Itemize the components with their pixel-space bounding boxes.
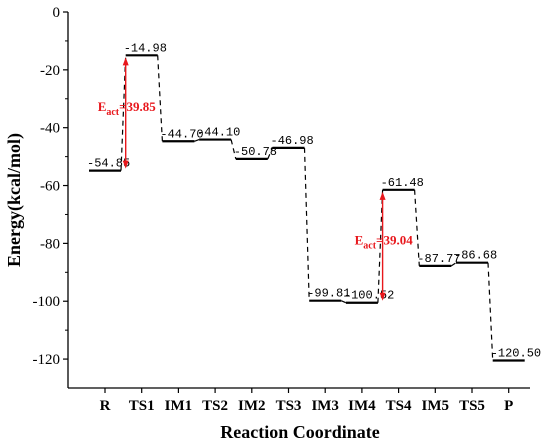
energy-levels (89, 54, 525, 362)
y-tick-label: -20 (40, 63, 60, 79)
activation-energy-label: Eact=39.85 (98, 99, 157, 118)
value-labels: -54.85 -14.98 -44.70-44.10 -50.78-46.98 -99.… (87, 41, 541, 360)
energy-value-label: -87.77 (417, 252, 460, 266)
connector-line (414, 189, 420, 266)
energy-value-label: -86.68 (454, 249, 497, 263)
x-axis-title: Reaction Coordinate (220, 422, 379, 442)
y-tick-label: -60 (40, 179, 60, 195)
y-axis-title: Energy(kcal/mol) (4, 133, 25, 267)
energy-value-label: -120.50 (491, 347, 541, 361)
energy-value-label: -99.81 (307, 287, 350, 301)
connector-line (450, 262, 457, 267)
energy-value-label: -50.78 (234, 145, 277, 159)
x-tick-label: TS1 (129, 398, 155, 414)
connector-line (267, 147, 274, 160)
energy-value-label: -46.98 (271, 134, 314, 148)
energy-value-label: -100.52 (344, 289, 394, 303)
y-tick-label: -80 (40, 236, 60, 252)
connector-line (487, 262, 494, 361)
connector-line (340, 300, 347, 304)
energy-value-label: -54.85 (87, 157, 130, 171)
connector-line (303, 147, 310, 301)
energy-value-label: -61.48 (381, 176, 424, 190)
x-tick-label: TS5 (459, 398, 485, 414)
x-tick-label: TS2 (202, 398, 228, 414)
x-tick-label: R (100, 398, 111, 414)
y-tick-label: -100 (33, 294, 61, 310)
x-tick-label: IM5 (422, 398, 450, 414)
activation-annotations: Eact=39.85 Eact=39.04 (98, 57, 414, 301)
x-tick-label: IM3 (311, 398, 339, 414)
connector-line (194, 138, 200, 142)
x-tick-label: IM1 (165, 398, 193, 414)
x-tick-label: TS4 (386, 398, 412, 414)
x-tick-label: IM2 (238, 398, 266, 414)
x-tick-label: P (504, 398, 513, 414)
x-axis-ticks: R TS1 IM1 TS2 IM2 TS3 IM3 IM4 TS4 IM5 TS5 P (100, 388, 513, 414)
activation-energy-label: Eact=39.04 (355, 232, 414, 251)
y-tick-label: 0 (53, 5, 61, 21)
y-axis-ticks: 0 -20 -40 -60 -80 -100 -120 (33, 5, 68, 368)
axes (67, 12, 530, 389)
energy-value-label: -44.10 (197, 126, 240, 140)
y-tick-label: -120 (33, 352, 61, 368)
connector-lines (120, 55, 494, 361)
connector-line (230, 139, 237, 160)
x-tick-label: TS3 (276, 398, 302, 414)
energy-value-label: -44.70 (160, 127, 203, 141)
y-tick-label: -40 (40, 121, 60, 137)
x-tick-label: IM4 (348, 398, 376, 414)
energy-value-label: -14.98 (124, 41, 167, 55)
